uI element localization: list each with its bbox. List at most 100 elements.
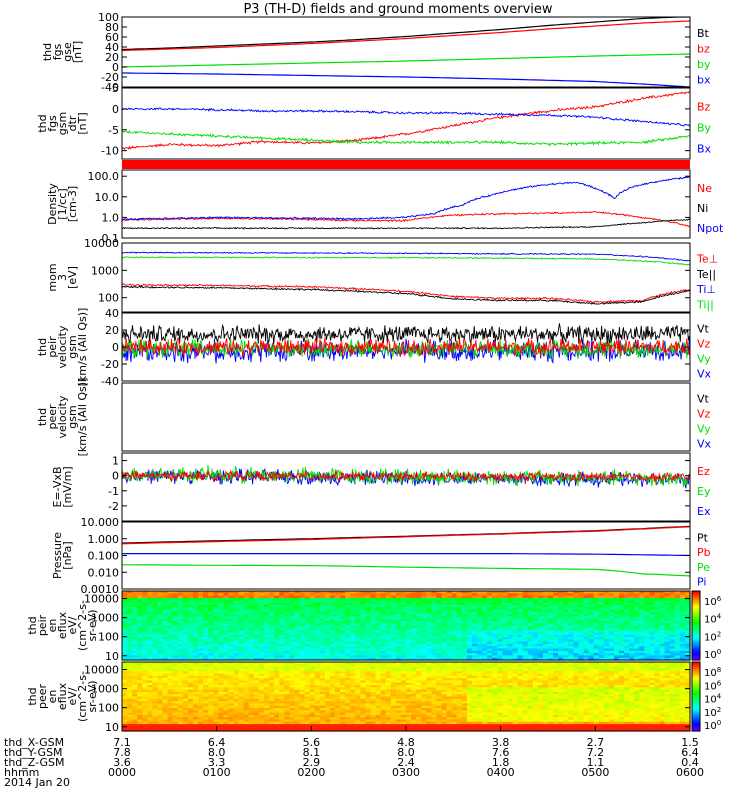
heatmap-cell (304, 611, 311, 615)
heatmap-cell (421, 630, 427, 633)
heatmap-cell (426, 609, 432, 613)
heatmap-cell (264, 609, 270, 613)
heatmap-cell (127, 593, 133, 597)
heatmap-cell (284, 694, 290, 698)
heatmap-cell (350, 637, 356, 640)
heatmap-cell (568, 614, 574, 617)
heatmap-cell (122, 712, 128, 716)
heatmap-cell (309, 714, 316, 718)
heatmap-cell (340, 614, 346, 617)
heatmap-cell (512, 609, 519, 613)
heatmap-cell (629, 627, 635, 631)
heatmap-cell (258, 691, 265, 695)
heatmap-cell (299, 680, 306, 684)
heatmap-cell (157, 689, 164, 693)
heatmap-cell (527, 600, 534, 604)
heatmap-cell (223, 620, 230, 624)
colorbar-frame (691, 590, 701, 661)
heatmap-cell (289, 597, 296, 601)
heatmap-cell (218, 623, 225, 627)
heatmap-cell (198, 593, 204, 597)
heatmap-cell (664, 593, 671, 597)
heatmap-cell (269, 611, 275, 615)
heatmap-cell (558, 623, 564, 627)
heatmap-cell (441, 643, 448, 647)
heatmap-cell (152, 618, 159, 622)
heatmap-cell (198, 701, 204, 704)
heatmap-cell (264, 671, 270, 675)
heatmap-cell (132, 611, 138, 615)
heatmap-cell (624, 653, 630, 656)
heatmap-cell (314, 719, 321, 723)
heatmap-cell (482, 637, 488, 640)
heatmap-cell (471, 600, 478, 604)
heatmap-cell (548, 616, 554, 620)
heatmap-cell (228, 632, 235, 636)
heatmap-cell (492, 639, 498, 643)
heatmap-cell (314, 630, 321, 633)
heatmap-cell (532, 653, 539, 656)
heatmap-cell (461, 657, 468, 661)
heatmap-cell (380, 639, 387, 643)
colorbar-swatch (692, 592, 700, 595)
heatmap-cell (487, 600, 493, 604)
heatmap-cell (451, 593, 458, 597)
heatmap-cell (279, 643, 285, 647)
heatmap-cell (299, 662, 306, 665)
heatmap-cell (142, 673, 148, 677)
heatmap-cell (471, 627, 478, 631)
heatmap-cell (269, 630, 275, 633)
heatmap-cell (218, 657, 225, 661)
heatmap-cell (299, 666, 306, 670)
heatmap-cell (593, 653, 600, 656)
heatmap-cell (654, 632, 661, 636)
heatmap-cell (208, 597, 214, 601)
heatmap-cell (578, 623, 585, 627)
heatmap-cell (355, 597, 361, 601)
heatmap-cell (406, 607, 412, 610)
heatmap-cell (477, 657, 483, 661)
heatmap-cell (679, 648, 686, 652)
heatmap-cell (664, 630, 671, 633)
heatmap-cell (598, 623, 605, 627)
heatmap-cell (649, 637, 656, 640)
heatmap-cell (319, 710, 326, 714)
heatmap-cell (477, 611, 483, 615)
heatmap-cell (162, 634, 169, 638)
heatmap-cell (132, 614, 138, 617)
heatmap-cell (253, 625, 260, 629)
heatmap-cell (253, 623, 260, 627)
heatmap-cell (294, 680, 301, 684)
heatmap-cell (208, 609, 214, 613)
heatmap-cell (248, 724, 255, 727)
heatmap-cell (147, 682, 154, 686)
heatmap-cell (122, 639, 128, 643)
heatmap-cell (406, 611, 412, 615)
heatmap-cell (568, 593, 574, 597)
heatmap-cell (177, 671, 184, 675)
heatmap-cell (324, 625, 331, 629)
heatmap-cell (193, 650, 199, 654)
heatmap-cell (654, 627, 661, 631)
heatmap-cell (608, 653, 615, 656)
heatmap-cell (279, 691, 285, 695)
heatmap-cell (471, 616, 478, 620)
heatmap-cell (198, 600, 204, 604)
heatmap-cell (218, 703, 225, 707)
heatmap-cell (137, 600, 143, 604)
heatmap-cell (294, 609, 301, 613)
heatmap-cell (568, 641, 574, 645)
colorbar-tick-exponent: 6 (717, 595, 722, 603)
heatmap-cell (152, 625, 159, 629)
heatmap-cell (583, 607, 590, 610)
heatmap-cell (542, 593, 549, 597)
heatmap-cell (132, 675, 138, 679)
heatmap-cell (593, 602, 600, 606)
heatmap-cell (233, 643, 240, 647)
heatmap-cell (416, 607, 422, 610)
heatmap-cell (319, 643, 326, 647)
heatmap-cell (258, 609, 265, 613)
heatmap-cell (193, 694, 199, 698)
heatmap-cell (639, 657, 645, 661)
heatmap-cell (198, 648, 204, 652)
